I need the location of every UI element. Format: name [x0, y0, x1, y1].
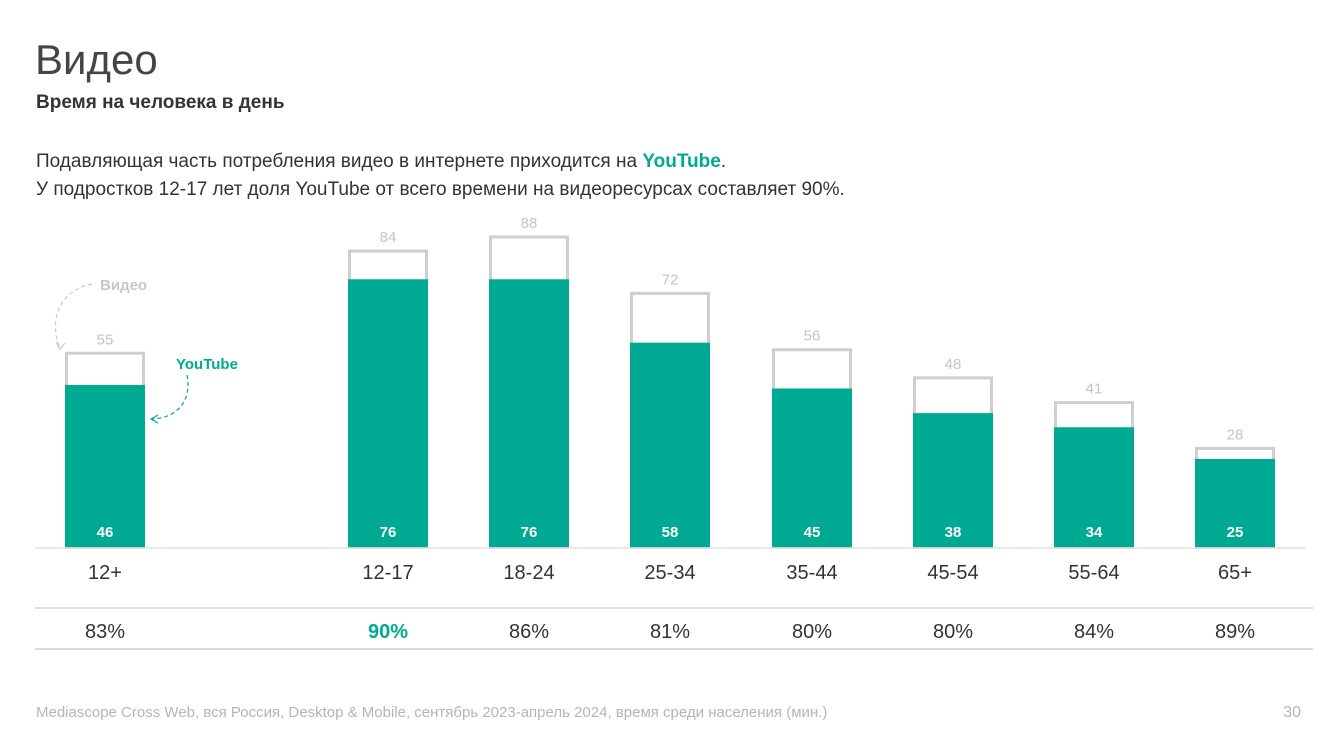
youtube-bar — [1054, 427, 1134, 547]
youtube-share-label: 83% — [85, 621, 125, 643]
page-number: 30 — [1283, 704, 1301, 721]
youtube-value-label: 34 — [1086, 524, 1103, 541]
video-value-label: 84 — [380, 229, 397, 246]
lead-line2: У подростков 12-17 лет доля YouTube от в… — [36, 179, 845, 200]
category-label: 12-17 — [362, 562, 413, 584]
youtube-bar — [772, 388, 852, 547]
legend-youtube-arrow — [151, 374, 189, 420]
category-label: 45-54 — [927, 562, 978, 584]
youtube-share-label: 80% — [933, 621, 973, 643]
youtube-share-label: 86% — [509, 621, 549, 643]
video-value-label: 56 — [804, 328, 821, 345]
page-subtitle: Время на человека в день — [36, 92, 285, 113]
source-footnote: Mediascope Cross Web, вся Россия, Deskto… — [36, 704, 828, 721]
video-value-label: 28 — [1227, 426, 1244, 443]
video-value-label: 55 — [97, 331, 114, 348]
category-label: 12+ — [88, 562, 122, 584]
category-label: 18-24 — [503, 562, 554, 584]
youtube-value-label: 76 — [521, 524, 538, 541]
youtube-share-label: 90% — [368, 621, 408, 643]
legend-video-arrow — [54, 283, 93, 349]
lead-suffix: . — [720, 151, 727, 172]
arrowhead-icon — [55, 341, 66, 351]
youtube-bar — [348, 279, 428, 547]
youtube-value-label: 45 — [804, 524, 821, 541]
youtube-share-label: 80% — [792, 621, 832, 643]
video-value-label: 72 — [662, 271, 679, 288]
lead-line1: Подавляющая часть потребления видео в ин… — [36, 151, 643, 172]
category-label: 25-34 — [644, 562, 695, 584]
lead-text: Подавляющая часть потребления видео в ин… — [36, 148, 845, 204]
category-label: 65+ — [1218, 562, 1252, 584]
category-label: 55-64 — [1068, 562, 1119, 584]
page-title: Видео — [35, 36, 158, 83]
youtube-share-label: 84% — [1074, 621, 1114, 643]
youtube-value-label: 38 — [945, 524, 962, 541]
youtube-bar — [65, 384, 145, 547]
video-value-label: 48 — [945, 356, 962, 373]
youtube-value-label: 76 — [380, 524, 397, 541]
legend-youtube-label: YouTube — [176, 356, 238, 373]
youtube-value-label: 46 — [97, 524, 114, 541]
video-value-label: 88 — [521, 215, 538, 232]
lead-highlight: YouTube — [642, 151, 721, 172]
legend-video-label: Видео — [100, 277, 147, 294]
category-label: 35-44 — [786, 562, 837, 584]
youtube-bar — [1195, 458, 1275, 547]
youtube-value-label: 58 — [662, 524, 679, 541]
video-value-label: 41 — [1086, 381, 1103, 398]
youtube-bar — [489, 279, 569, 547]
youtube-share-label: 89% — [1215, 621, 1255, 643]
youtube-bar — [913, 413, 993, 547]
youtube-value-label: 25 — [1227, 524, 1244, 541]
youtube-share-label: 81% — [650, 621, 690, 643]
arrowhead-icon — [149, 414, 159, 424]
youtube-bar — [630, 342, 710, 547]
